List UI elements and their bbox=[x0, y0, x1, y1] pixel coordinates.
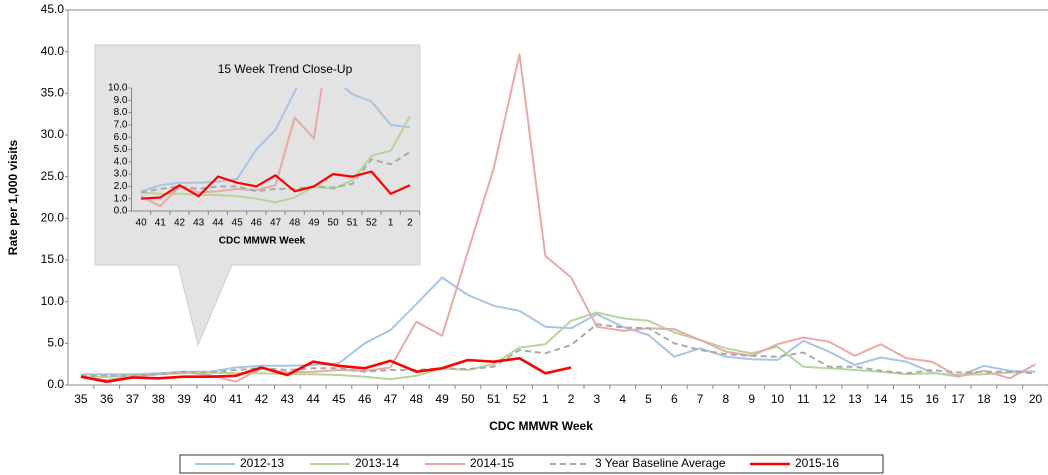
y-tick-label: 2.0 bbox=[114, 181, 128, 192]
y-tick-label: 25.0 bbox=[41, 169, 65, 183]
x-tick-label: 9 bbox=[748, 392, 755, 406]
y-tick-label: 30.0 bbox=[41, 127, 65, 141]
series-line bbox=[141, 170, 411, 200]
x-tick-label: 17 bbox=[951, 392, 965, 406]
x-tick-label: 38 bbox=[152, 392, 166, 406]
x-tick-label: 19 bbox=[1003, 392, 1017, 406]
x-tick-label: 52 bbox=[513, 392, 527, 406]
x-tick-label: 6 bbox=[671, 392, 678, 406]
x-tick-label: 39 bbox=[177, 392, 191, 406]
x-tick-label: 35 bbox=[74, 392, 88, 406]
x-tick-label: 43 bbox=[193, 218, 205, 229]
x-tick-label: 42 bbox=[255, 392, 269, 406]
x-tick-label: 51 bbox=[487, 392, 501, 406]
x-tick-label: 20 bbox=[1029, 392, 1043, 406]
x-tick-label: 49 bbox=[308, 218, 320, 229]
x-tick-label: 2 bbox=[407, 218, 413, 229]
x-tick-label: 44 bbox=[306, 392, 320, 406]
x-tick-label: 37 bbox=[126, 392, 140, 406]
x-tick-label: 40 bbox=[203, 392, 217, 406]
legend-label: 2014-15 bbox=[470, 456, 514, 470]
y-tick-label: 10.0 bbox=[41, 294, 65, 308]
x-tick-label: 45 bbox=[232, 218, 244, 229]
series-line bbox=[141, 115, 411, 204]
x-tick-label: 46 bbox=[251, 218, 263, 229]
x-tick-label: 8 bbox=[723, 392, 730, 406]
x-tick-label: 15 bbox=[900, 392, 914, 406]
series-line bbox=[80, 323, 1036, 377]
x-tick-label: 11 bbox=[797, 392, 810, 406]
y-tick-label: 1.0 bbox=[114, 193, 128, 204]
y-tick-label: 3.0 bbox=[114, 169, 128, 180]
x-tick-label: 45 bbox=[332, 392, 346, 406]
series-line bbox=[80, 276, 1036, 378]
x-tick-label: 14 bbox=[874, 392, 888, 406]
x-tick-label: 49 bbox=[435, 392, 449, 406]
x-tick-label: 48 bbox=[410, 392, 424, 406]
y-tick-label: 9.0 bbox=[114, 95, 128, 106]
x-tick-label: 16 bbox=[926, 392, 940, 406]
y-tick-label: 10.0 bbox=[108, 83, 128, 94]
inset-callout bbox=[94, 44, 421, 347]
x-tick-label: 42 bbox=[174, 218, 186, 229]
series-line bbox=[140, 88, 411, 193]
x-tick-label: 5 bbox=[645, 392, 652, 406]
x-tick-label: 41 bbox=[155, 218, 167, 229]
y-tick-label: 15.0 bbox=[41, 252, 65, 266]
y-tick-label: 5.0 bbox=[47, 336, 64, 350]
x-tick-label: 44 bbox=[212, 218, 224, 229]
x-tick-label: 4 bbox=[619, 392, 626, 406]
y-tick-label: 5.0 bbox=[114, 144, 128, 155]
x-tick-label: 43 bbox=[281, 392, 295, 406]
x-tick-label: 52 bbox=[366, 218, 378, 229]
series-line bbox=[140, 151, 411, 194]
x-axis-label: CDC MMWR Week bbox=[219, 236, 306, 247]
y-tick-label: 4.0 bbox=[114, 156, 128, 167]
x-tick-label: 48 bbox=[289, 218, 301, 229]
x-tick-label: 18 bbox=[977, 392, 991, 406]
main-chart: Rate per 1,000 visits CDC MMWR Week 0.0 5.0… bbox=[6, 2, 1048, 433]
x-tick-label: 40 bbox=[136, 218, 148, 229]
y-tick-label: 35.0 bbox=[41, 86, 65, 100]
y-tick-label: 0.0 bbox=[47, 377, 64, 391]
x-tick-label: 2 bbox=[568, 392, 575, 406]
legend: 2012-13 2013-14 2014-15 3 Year Baseline Ave… bbox=[195, 456, 839, 470]
x-tick-label: 50 bbox=[461, 392, 475, 406]
x-tick-label: 13 bbox=[848, 392, 862, 406]
legend-label: 2013-14 bbox=[355, 456, 399, 470]
x-tick-label: 12 bbox=[822, 392, 836, 406]
y-tick-label: 20.0 bbox=[41, 211, 65, 225]
series-line bbox=[80, 53, 1036, 383]
x-tick-label: 47 bbox=[270, 218, 282, 229]
y-axis-label: Rate per 1,000 visits bbox=[6, 139, 20, 255]
x-tick-label: 3 bbox=[594, 392, 601, 406]
legend-label: 2015-16 bbox=[795, 456, 839, 470]
x-tick-label: 1 bbox=[388, 218, 394, 229]
x-tick-label: 41 bbox=[229, 392, 243, 406]
x-tick-label: 51 bbox=[347, 218, 359, 229]
x-tick-label: 7 bbox=[697, 392, 704, 406]
x-tick-label: 36 bbox=[100, 392, 114, 406]
x-tick-label: 50 bbox=[328, 218, 340, 229]
y-tick-label: 7.0 bbox=[114, 120, 128, 131]
x-tick-label: 47 bbox=[384, 392, 398, 406]
y-tick-label: 40.0 bbox=[41, 44, 65, 58]
y-tick-label: 6.0 bbox=[114, 132, 128, 143]
legend-label: 3 Year Baseline Average bbox=[595, 456, 726, 470]
inset-title: 15 Week Trend Close-Up bbox=[218, 62, 353, 76]
legend-box bbox=[179, 454, 884, 474]
y-tick-label: 8.0 bbox=[114, 107, 128, 118]
x-tick-label: 1 bbox=[542, 392, 549, 406]
series-line bbox=[80, 357, 572, 383]
y-tick-label: 0.0 bbox=[114, 206, 128, 217]
x-tick-label: 46 bbox=[358, 392, 372, 406]
legend-label: 2012-13 bbox=[240, 456, 284, 470]
inset-chart: 15 Week Trend Close-Up CDC MMWR Week 0.0 1.… bbox=[108, 62, 420, 247]
x-tick-label: 10 bbox=[771, 392, 785, 406]
y-tick-label: 45.0 bbox=[41, 2, 65, 16]
x-axis-label: CDC MMWR Week bbox=[489, 419, 593, 433]
